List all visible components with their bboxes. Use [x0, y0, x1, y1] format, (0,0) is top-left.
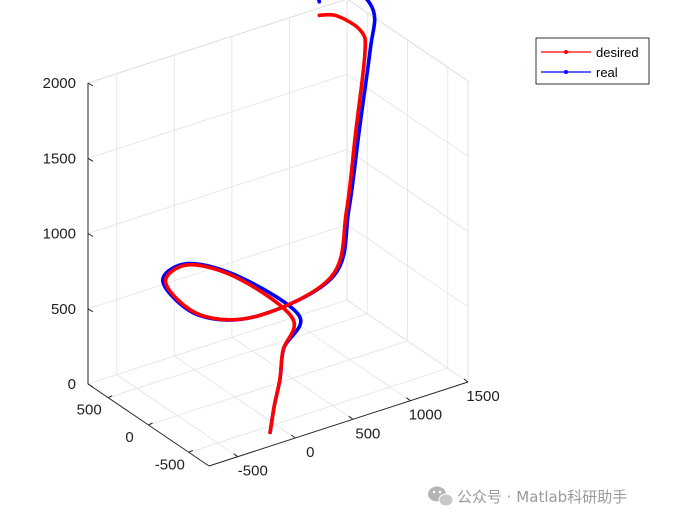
wechat-icon [428, 486, 454, 507]
legend-label-real: real [596, 65, 618, 80]
x-axis-line [208, 381, 469, 467]
z-tick-mark-2 [87, 233, 94, 237]
grid-line-z-backwall-0 [87, 299, 348, 385]
x-tick-mark-3 [406, 397, 411, 402]
x-tick-label-4: 1500 [466, 388, 499, 405]
y-tick-mark-2 [107, 395, 113, 399]
z-tick-label-1: 500 [51, 301, 76, 318]
legend-marker-desired [564, 50, 568, 54]
grid-line-y-floor-0 [188, 367, 448, 453]
y-tick-mark-1 [148, 422, 153, 426]
grid-lines [87, 0, 469, 458]
x-tick-mark-1 [290, 434, 296, 439]
grid-line-z-sidewall-2 [346, 149, 469, 232]
wall-edge-top-back [87, 0, 346, 84]
grid-line-z-sidewall-0 [346, 299, 469, 383]
x-tick-label-3: 1000 [409, 407, 442, 424]
series-line-desired [163, 12, 368, 435]
axes [87, 82, 469, 467]
y-tick-label-2: 500 [77, 402, 102, 419]
grid-line-z-backwall-2 [87, 149, 348, 234]
z-tick-mark-3 [87, 157, 94, 162]
grid-line-z-backwall-3 [87, 73, 348, 159]
z-tick-mark-1 [87, 308, 94, 313]
grid-line-z-sidewall-3 [346, 73, 469, 157]
series-lines [161, 0, 377, 435]
grid-line-z-sidewall-1 [346, 224, 469, 308]
z-tick-label-2: 1000 [43, 226, 76, 243]
x-tick-label-2: 500 [355, 425, 380, 442]
x-tick-mark-0 [233, 453, 239, 458]
wall-edge-top-right [347, 0, 469, 82]
z-tick-label-0: 0 [68, 376, 76, 393]
y-tick-mark-0 [188, 449, 194, 453]
x-tick-mark-4 [463, 378, 469, 383]
watermark-text: 公众号 · Matlab科研助手 [457, 488, 627, 506]
legend: desired real [535, 37, 650, 85]
z-tick-label-3: 1500 [43, 150, 76, 167]
y-tick-label-0: -500 [155, 456, 185, 473]
z-tick-mark-0 [87, 383, 94, 388]
x-tick-mark-2 [348, 415, 354, 420]
watermark: 公众号 · Matlab科研助手 [428, 486, 627, 507]
x-tick-label-1: 0 [306, 444, 314, 461]
grid-line-y-floor-2 [108, 313, 368, 399]
x-tick-label-0: -500 [238, 463, 268, 480]
z-tick-label-4: 2000 [43, 75, 76, 92]
legend-box [535, 37, 650, 85]
legend-marker-real [564, 70, 568, 74]
y-tick-label-1: 0 [125, 429, 133, 446]
legend-label-desired: desired [596, 45, 639, 60]
z-tick-mark-4 [87, 82, 94, 87]
